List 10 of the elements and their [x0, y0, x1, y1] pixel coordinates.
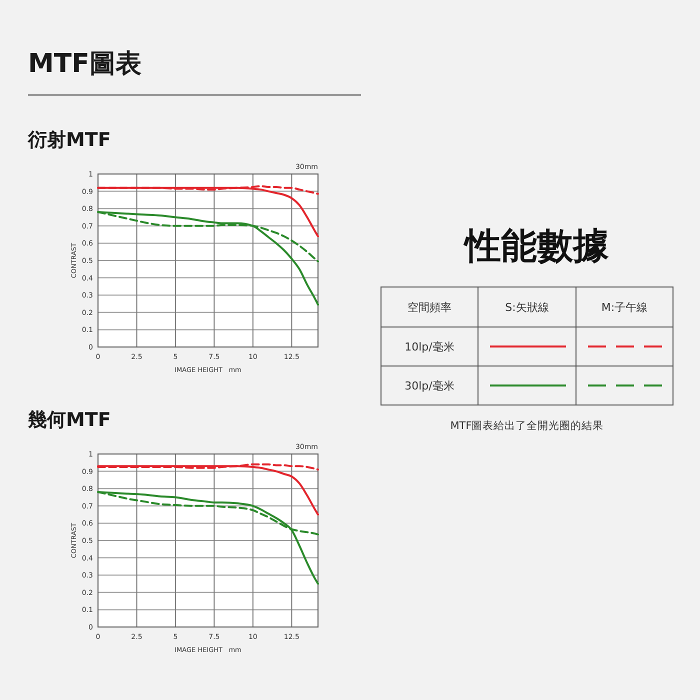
text: MTF圖表給出了全開光圈的結果	[450, 419, 604, 432]
text: 性能數據	[463, 226, 609, 267]
text: MTF圖表	[28, 49, 142, 79]
text: M:子午線	[601, 300, 648, 314]
text: S:矢狀線	[505, 300, 549, 314]
chart-title: 幾何MTF	[27, 409, 111, 431]
chart-title: 衍射MTF	[27, 129, 111, 151]
text: 30lp/毫米	[404, 379, 454, 392]
text: 10lp/毫米	[404, 340, 454, 354]
text: 空間頻率	[408, 300, 452, 314]
